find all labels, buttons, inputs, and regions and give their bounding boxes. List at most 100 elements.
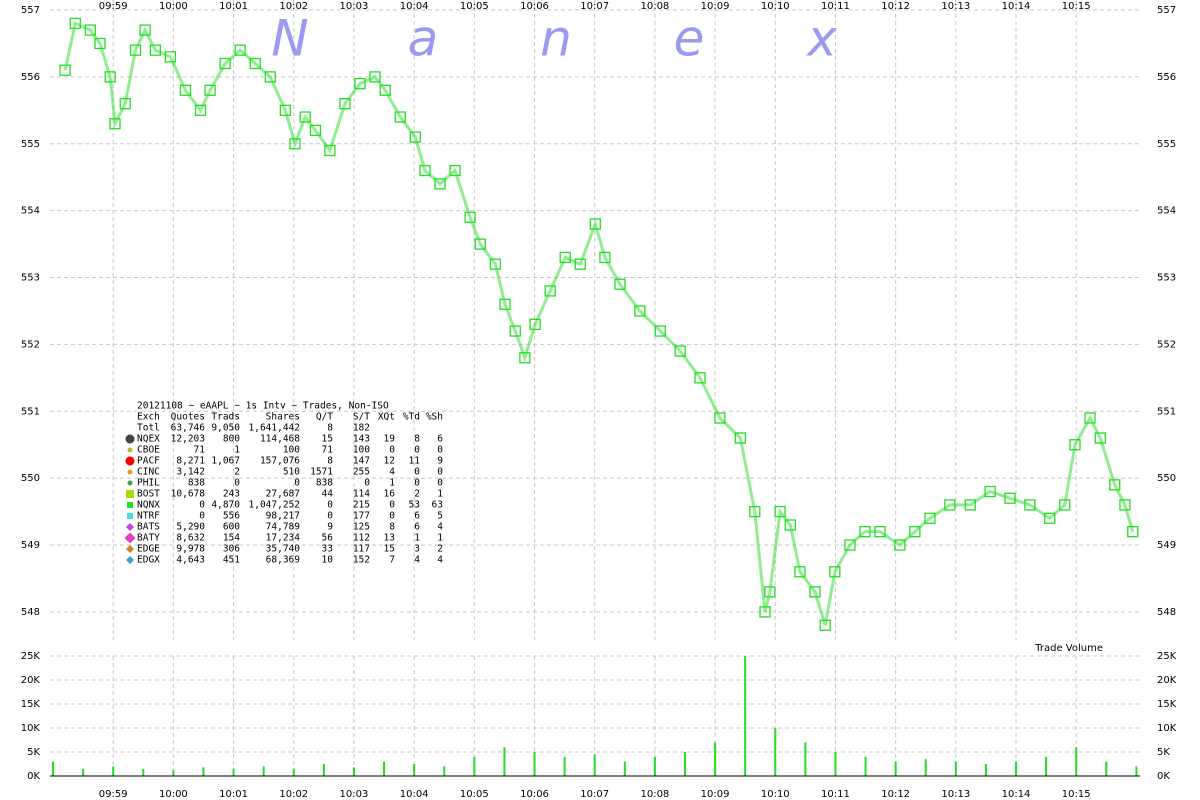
table-cell: 4,870 bbox=[211, 500, 240, 511]
table-cell: 19 bbox=[384, 434, 396, 445]
trade-point bbox=[749, 505, 761, 518]
trade-point bbox=[419, 164, 431, 177]
y-tick-label: 553 bbox=[1157, 273, 1176, 284]
trade-point bbox=[1024, 499, 1036, 511]
y-tick-label: 0K bbox=[27, 771, 40, 782]
trade-point bbox=[234, 44, 246, 56]
table-cell: 15 bbox=[384, 544, 395, 555]
table-cell: 27,687 bbox=[266, 489, 300, 500]
trade-point bbox=[369, 71, 381, 83]
y-tick-label: 549 bbox=[21, 540, 40, 551]
table-cell: 600 bbox=[223, 522, 240, 533]
x-tick-label: 10:08 bbox=[640, 1, 669, 12]
volume-bar bbox=[262, 766, 265, 776]
table-cell: NTRF bbox=[137, 511, 160, 522]
y-tick-label: 551 bbox=[21, 406, 40, 417]
table-cell: 177 bbox=[353, 511, 370, 522]
table-cell: 4 bbox=[437, 555, 443, 566]
x-tick-label: 10:10 bbox=[761, 789, 790, 800]
x-tick-label: 10:12 bbox=[881, 789, 910, 800]
table-cell: 8,271 bbox=[176, 456, 205, 467]
table-cell: 9,050 bbox=[211, 423, 240, 434]
volume-bar bbox=[864, 756, 867, 776]
trade-point bbox=[204, 84, 216, 96]
table-header: XQt bbox=[378, 412, 395, 423]
table-cell: 63 bbox=[432, 500, 443, 511]
table-cell: 451 bbox=[223, 555, 240, 566]
x-tick-label: 10:08 bbox=[640, 789, 669, 800]
trade-point bbox=[894, 539, 906, 551]
trade-point bbox=[474, 238, 486, 250]
x-tick-label: 09:59 bbox=[99, 1, 128, 12]
table-cell: 0 bbox=[437, 445, 443, 456]
trade-point bbox=[764, 586, 776, 598]
x-tick-label: 10:14 bbox=[1002, 1, 1031, 12]
trade-point bbox=[634, 305, 646, 317]
table-cell: 10 bbox=[322, 555, 334, 566]
volume-bar bbox=[984, 764, 987, 776]
trade-point bbox=[264, 71, 276, 83]
table-cell: 154 bbox=[223, 533, 240, 544]
table-cell: 4 bbox=[389, 467, 395, 478]
watermark-letter: a bbox=[408, 10, 439, 68]
table-cell: 215 bbox=[353, 500, 370, 511]
x-tick-label: 10:01 bbox=[219, 1, 248, 12]
table-cell: 11 bbox=[409, 456, 421, 467]
trade-point bbox=[299, 111, 311, 123]
table-cell: 9 bbox=[437, 456, 443, 467]
table-cell: 15 bbox=[322, 434, 333, 445]
table-cell: CBOE bbox=[137, 445, 160, 456]
x-tick-label: 10:05 bbox=[460, 789, 489, 800]
table-cell: 0 bbox=[364, 478, 370, 489]
table-cell: 1 bbox=[414, 533, 420, 544]
table-cell: 63,746 bbox=[171, 423, 206, 434]
trade-point bbox=[164, 51, 177, 63]
y-tick-label: 556 bbox=[21, 72, 40, 83]
table-cell: 0 bbox=[327, 500, 333, 511]
table-cell: PHIL bbox=[137, 478, 160, 489]
legend-marker bbox=[125, 456, 135, 466]
price-line bbox=[63, 21, 1135, 626]
trade-point bbox=[1069, 439, 1081, 451]
table-cell: 35,740 bbox=[266, 544, 301, 555]
table-header: Trads bbox=[211, 412, 240, 423]
y-tick-label: 555 bbox=[1157, 139, 1176, 150]
table-cell: 74,789 bbox=[266, 522, 301, 533]
table-cell: 0 bbox=[234, 478, 240, 489]
table-cell: NQNX bbox=[137, 500, 160, 511]
y-tick-label: 15K bbox=[1157, 699, 1177, 710]
table-cell: 13 bbox=[384, 533, 395, 544]
table-cell: 114 bbox=[353, 489, 370, 500]
trade-point bbox=[324, 144, 336, 157]
x-tick-label: 10:13 bbox=[941, 1, 970, 12]
trade-point bbox=[589, 218, 601, 230]
y-tick-label: 555 bbox=[21, 139, 40, 150]
table-cell: 147 bbox=[353, 456, 370, 467]
trade-point bbox=[529, 318, 541, 330]
x-tick-label: 10:10 bbox=[761, 1, 790, 12]
table-cell: 152 bbox=[353, 555, 370, 566]
table-cell: 10,678 bbox=[171, 489, 206, 500]
volume-bar bbox=[1135, 766, 1138, 776]
trade-point bbox=[1119, 499, 1131, 511]
x-tick-label: 09:59 bbox=[99, 789, 128, 800]
volume-bar bbox=[352, 767, 355, 776]
table-cell: 16 bbox=[384, 489, 396, 500]
trade-point bbox=[279, 104, 291, 116]
trade-point bbox=[984, 485, 996, 498]
y-tick-label: 552 bbox=[1157, 339, 1176, 350]
table-header: S/T bbox=[353, 412, 370, 423]
x-tick-label: 10:11 bbox=[821, 1, 850, 12]
volume-bar bbox=[954, 761, 957, 776]
legend-marker bbox=[127, 502, 133, 508]
table-cell: 56 bbox=[322, 533, 334, 544]
trade-point bbox=[409, 131, 421, 143]
trade-point bbox=[149, 44, 161, 56]
table-cell: 0 bbox=[437, 467, 443, 478]
y-tick-label: 553 bbox=[21, 273, 40, 284]
volume-bar bbox=[473, 756, 476, 776]
table-cell: 6 bbox=[414, 522, 420, 533]
x-tick-label: 10:09 bbox=[701, 1, 730, 12]
table-cell: 1,047,252 bbox=[249, 500, 300, 511]
